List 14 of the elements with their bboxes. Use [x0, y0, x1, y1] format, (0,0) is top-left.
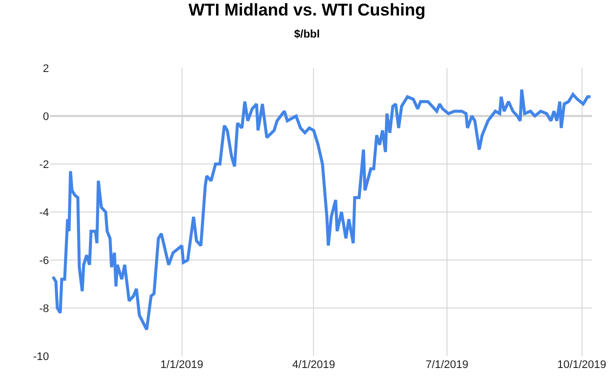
line-series — [51, 88, 592, 332]
x-tick-label: 10/1/2019 — [557, 359, 606, 371]
y-tick-label: -2 — [39, 158, 49, 171]
x-tick-label: 7/1/2019 — [426, 359, 468, 371]
x-tick-label: 4/1/2019 — [292, 359, 336, 371]
y-tick-label: -8 — [39, 302, 49, 315]
y-tick-label: -10 — [33, 350, 49, 363]
chart-title: WTI Midland vs. WTI Cushing — [188, 0, 426, 20]
y-tick-label: -6 — [39, 254, 49, 267]
chart-subtitle: $/bbl — [294, 28, 320, 40]
x-tick-label: 1/1/2019 — [160, 359, 204, 371]
y-tick-label: 0 — [42, 110, 49, 123]
y-tick-label: -4 — [39, 206, 49, 219]
y-tick-label: 2 — [42, 62, 49, 75]
